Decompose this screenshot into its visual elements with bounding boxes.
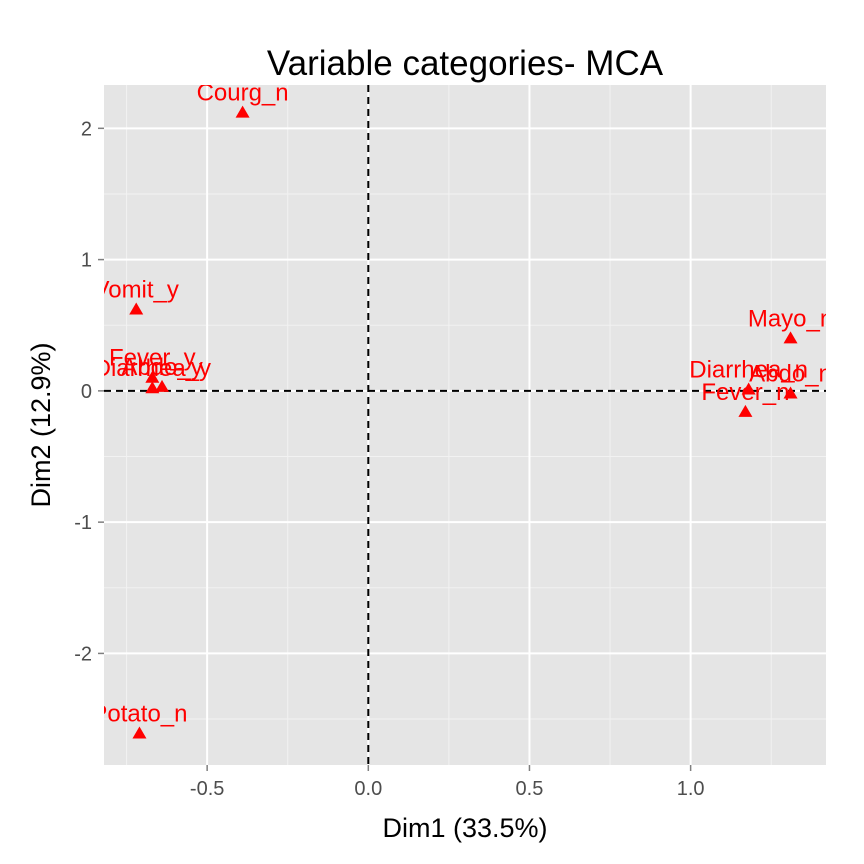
point-marker — [145, 370, 160, 383]
point-marker — [783, 386, 798, 399]
point-label: Fever_n — [701, 379, 789, 406]
point-marker — [145, 381, 160, 394]
point-label: Courg_n — [197, 80, 289, 107]
x-axis-title: Dim1 (33.5%) — [382, 813, 547, 843]
y-tick-label: -1 — [74, 512, 92, 534]
point-label: Fever_y — [109, 345, 196, 372]
point-label: Vomit_y — [94, 276, 179, 303]
point-label: Abdo_y — [121, 354, 202, 381]
point-marker — [738, 404, 753, 417]
point-marker — [129, 302, 144, 315]
x-tick-label: -0.5 — [190, 778, 224, 800]
point-label: Potato_n — [91, 700, 187, 727]
point-marker — [783, 331, 798, 344]
point-marker — [235, 105, 250, 118]
point-label: Diarrhea_n — [689, 357, 808, 384]
y-tick-label: 2 — [81, 118, 92, 140]
x-tick-label: 0.5 — [516, 778, 544, 800]
y-axis-title: Dim2 (12.9%) — [26, 342, 56, 507]
point-marker — [132, 726, 147, 739]
reference-lines — [104, 85, 826, 765]
point-marker — [155, 379, 170, 392]
x-tick-label: 0.0 — [354, 778, 382, 800]
y-tick-label: -2 — [74, 643, 92, 665]
point-marker — [741, 382, 756, 395]
point-label: Abdo_n — [749, 360, 832, 387]
point-label: Diarrhea_y — [94, 355, 211, 382]
plot-panel — [104, 85, 826, 765]
y-tick-label: 0 — [81, 381, 92, 403]
point-label: Mayo_n — [748, 305, 833, 332]
chart-title: Variable categories- MCA — [267, 44, 664, 83]
y-tick-label: 1 — [81, 250, 92, 272]
minor-gridlines — [104, 85, 826, 765]
x-axis-ticks: -0.5 0.0 0.5 1.0 — [190, 765, 705, 800]
y-axis-ticks: -2 -1 0 1 2 — [74, 118, 104, 665]
x-tick-label: 1.0 — [677, 778, 705, 800]
